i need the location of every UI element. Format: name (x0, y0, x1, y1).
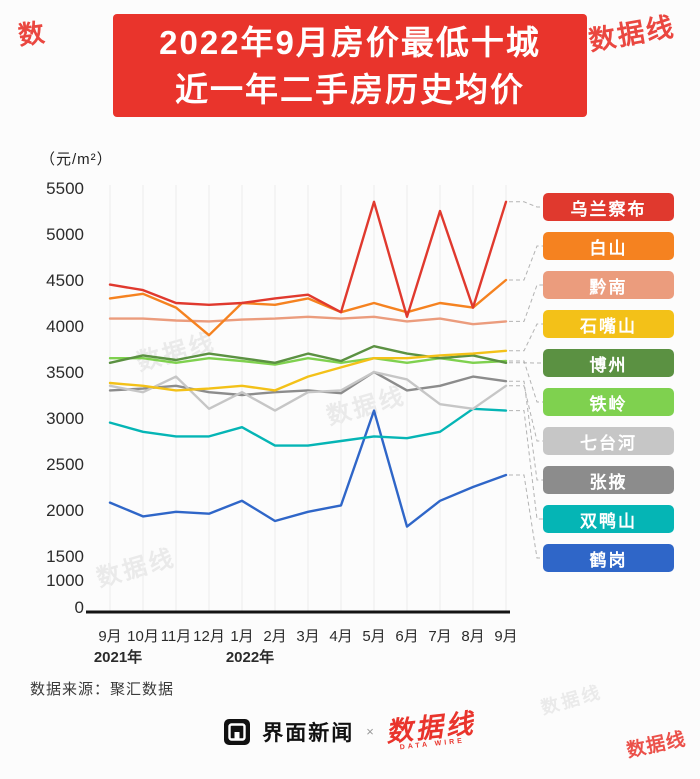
series-line (108, 278, 508, 337)
x-tick-label: 6月 (395, 628, 418, 645)
jiemian-news-wordmark: 界面新闻 (262, 721, 355, 745)
x-tick-label: 8月 (461, 628, 484, 645)
series-line (108, 200, 508, 318)
footer-brands: 界面新闻 × 数据线 DATA WIRE (0, 708, 700, 751)
y-tick-label: 3000 (46, 409, 84, 428)
y-tick-label: 2000 (46, 501, 84, 520)
legend-connector (509, 474, 543, 559)
series-line (108, 315, 508, 326)
title-line-1: 2022年9月房价最低十城 (159, 23, 541, 61)
legend-connector (509, 284, 543, 322)
x-tick-label: 5月 (362, 628, 385, 645)
brand-separator: × (366, 724, 374, 739)
series-line (108, 409, 508, 528)
y-tick-label: 2500 (46, 455, 84, 474)
legend-connector (509, 410, 543, 520)
x-tick-label: 1月 (230, 628, 253, 645)
year-label: 2021年 (94, 648, 142, 666)
legend-connector (509, 323, 543, 352)
x-tick-label: 9月 (494, 628, 517, 645)
y-tick-label: 0 (75, 598, 84, 617)
x-tick-label: 3月 (296, 628, 319, 645)
x-tick-label: 11月 (161, 628, 192, 645)
y-tick-label: 5000 (46, 225, 84, 244)
y-tick-label: 1000 (46, 571, 84, 590)
y-tick-label: 1500 (46, 547, 84, 566)
title-line-2: 近一年二手房历史均价 (175, 70, 525, 108)
legend-connector (509, 360, 543, 403)
y-tick-label: 3500 (46, 363, 84, 382)
y-tick-label: 4500 (46, 271, 84, 290)
jiemian-news-logo-icon (224, 718, 251, 745)
y-tick-label: 4000 (46, 317, 84, 336)
x-tick-label: 2月 (263, 628, 286, 645)
legend-connector (509, 380, 543, 481)
series-line (108, 345, 508, 364)
x-tick-label: 10月 (127, 628, 159, 645)
data-source-label: 数据来源：聚汇数据 (30, 681, 175, 698)
title-banner: 2022年9月房价最低十城 近一年二手房历史均价 (113, 14, 587, 117)
x-tick-label: 12月 (193, 628, 225, 645)
x-tick-label: 9月 (98, 628, 121, 645)
legend-connector (509, 245, 543, 281)
data-wire-logo: 数据线 DATA WIRE (384, 708, 477, 752)
series-line (108, 349, 508, 392)
series-line (108, 370, 508, 412)
series-line (108, 407, 508, 447)
x-tick-label: 7月 (428, 628, 451, 645)
y-tick-label: 5500 (46, 179, 84, 198)
x-tick-label: 4月 (329, 628, 352, 645)
series-line (108, 370, 508, 397)
year-label: 2022年 (226, 648, 274, 666)
legend-connector (509, 385, 543, 442)
legend-connector (509, 201, 543, 208)
y-axis-unit-label: （元/m²） (40, 151, 113, 168)
